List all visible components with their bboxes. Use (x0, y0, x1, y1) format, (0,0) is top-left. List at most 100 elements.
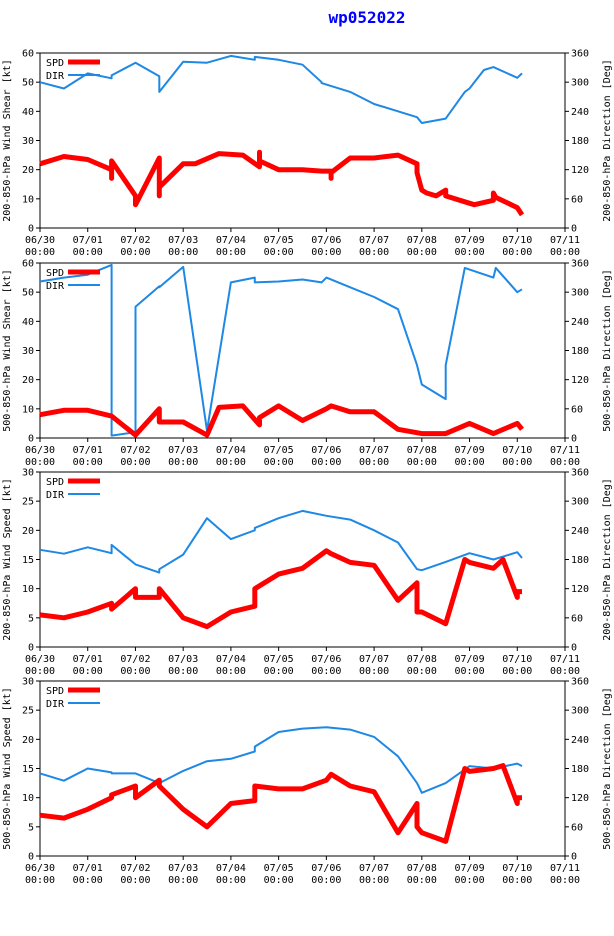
x-tick-label: 07/08 (407, 235, 437, 246)
x-tick-label: 07/08 (407, 445, 437, 456)
x-tick-label: 07/09 (454, 445, 484, 456)
x-tick-time-label: 00:00 (502, 666, 532, 677)
x-tick-time-label: 00:00 (407, 457, 437, 468)
x-tick-label: 07/06 (311, 235, 341, 246)
dir-series-line (39, 726, 523, 794)
left-tick-label: 30 (22, 677, 34, 688)
x-tick-time-label: 00:00 (168, 666, 198, 677)
x-tick-label: 07/06 (311, 654, 341, 665)
x-tick-time-label: 00:00 (25, 457, 55, 468)
right-tick-label: 60 (571, 404, 583, 415)
left-tick-label: 30 (22, 136, 34, 147)
x-tick-time-label: 00:00 (550, 875, 580, 886)
legend-dir-label: DIR (46, 281, 65, 292)
x-tick-time-label: 00:00 (264, 247, 294, 258)
left-tick-label: 0 (28, 224, 34, 235)
x-tick-time-label: 00:00 (359, 457, 389, 468)
right-tick-label: 360 (571, 49, 589, 60)
x-tick-label: 07/01 (73, 445, 103, 456)
spd-series-line (39, 763, 522, 844)
left-tick-label: 25 (22, 706, 34, 717)
left-tick-label: 40 (22, 107, 34, 118)
x-tick-label: 07/10 (502, 654, 532, 665)
x-tick-time-label: 00:00 (550, 247, 580, 258)
x-tick-label: 07/05 (264, 654, 294, 665)
left-tick-label: 60 (22, 49, 34, 60)
right-tick-label: 300 (571, 706, 589, 717)
right-tick-label: 240 (571, 107, 589, 118)
right-tick-label: 180 (571, 136, 589, 147)
left-tick-label: 10 (22, 793, 34, 804)
x-tick-label: 07/07 (359, 235, 389, 246)
right-tick-label: 240 (571, 317, 589, 328)
left-tick-label: 30 (22, 468, 34, 479)
x-tick-time-label: 00:00 (264, 666, 294, 677)
x-tick-time-label: 00:00 (25, 875, 55, 886)
left-tick-label: 5 (28, 613, 34, 624)
right-tick-label: 120 (571, 165, 589, 176)
y-axis-label-left: 200-850-hPa Wind Shear [kt] (2, 59, 13, 222)
spd-series-line (39, 403, 524, 438)
x-tick-label: 07/09 (454, 235, 484, 246)
y-axis-label-left: 500-850-hPa Wind Shear [kt] (2, 269, 13, 432)
left-tick-label: 20 (22, 375, 34, 386)
x-tick-time-label: 00:00 (359, 247, 389, 258)
x-tick-label: 07/01 (73, 654, 103, 665)
x-tick-time-label: 00:00 (25, 247, 55, 258)
x-tick-time-label: 00:00 (120, 875, 150, 886)
x-tick-time-label: 00:00 (216, 666, 246, 677)
x-tick-time-label: 00:00 (407, 247, 437, 258)
x-tick-label: 07/10 (502, 445, 532, 456)
left-tick-label: 5 (28, 822, 34, 833)
left-tick-label: 0 (28, 643, 34, 654)
x-tick-time-label: 00:00 (454, 875, 484, 886)
x-tick-time-label: 00:00 (407, 875, 437, 886)
left-tick-label: 20 (22, 735, 34, 746)
left-tick-label: 50 (22, 78, 34, 89)
right-tick-label: 240 (571, 526, 589, 537)
right-tick-label: 60 (571, 613, 583, 624)
chart-title: wp052022 (328, 8, 406, 27)
x-tick-label: 07/03 (168, 235, 198, 246)
x-tick-time-label: 00:00 (73, 457, 103, 468)
y-axis-label-right: 500-850-hPa Direction [Deg] (602, 269, 613, 432)
x-tick-time-label: 00:00 (454, 666, 484, 677)
x-tick-time-label: 00:00 (502, 875, 532, 886)
right-tick-label: 180 (571, 555, 589, 566)
legend-spd-label: SPD (46, 58, 64, 69)
left-tick-label: 10 (22, 404, 34, 415)
right-tick-label: 360 (571, 677, 589, 688)
spd-series-line (39, 548, 522, 630)
left-tick-label: 10 (22, 194, 34, 205)
right-tick-label: 120 (571, 375, 589, 386)
x-tick-label: 06/30 (25, 863, 55, 874)
x-tick-time-label: 00:00 (73, 875, 103, 886)
x-tick-label: 07/04 (216, 863, 246, 874)
legend-spd-label: SPD (46, 477, 64, 488)
x-tick-label: 07/06 (311, 445, 341, 456)
x-tick-time-label: 00:00 (168, 875, 198, 886)
left-tick-label: 10 (22, 584, 34, 595)
legend-dir-label: DIR (46, 71, 65, 82)
right-tick-label: 180 (571, 764, 589, 775)
right-tick-label: 180 (571, 346, 589, 357)
plot-frame (39, 262, 566, 439)
x-tick-time-label: 00:00 (216, 457, 246, 468)
dir-series-line (39, 54, 523, 124)
x-tick-time-label: 00:00 (216, 247, 246, 258)
x-tick-time-label: 00:00 (502, 247, 532, 258)
right-tick-label: 300 (571, 288, 589, 299)
x-tick-time-label: 00:00 (168, 457, 198, 468)
x-tick-time-label: 00:00 (407, 666, 437, 677)
x-tick-label: 07/07 (359, 445, 389, 456)
left-tick-label: 0 (28, 852, 34, 863)
right-tick-label: 60 (571, 194, 583, 205)
left-tick-label: 15 (22, 764, 34, 775)
right-tick-label: 360 (571, 259, 589, 270)
x-tick-label: 07/07 (359, 863, 389, 874)
left-tick-label: 50 (22, 288, 34, 299)
right-tick-label: 120 (571, 793, 589, 804)
legend-dir-label: DIR (46, 699, 65, 710)
right-tick-label: 120 (571, 584, 589, 595)
right-tick-label: 240 (571, 735, 589, 746)
